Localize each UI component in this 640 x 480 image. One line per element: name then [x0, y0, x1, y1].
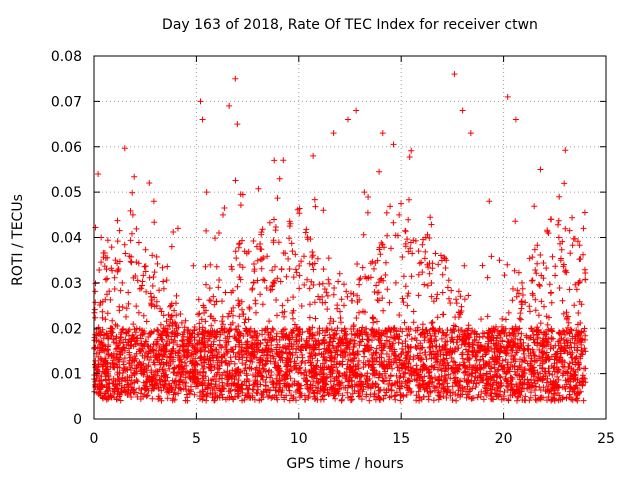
data-point	[361, 189, 368, 196]
data-point	[260, 352, 267, 359]
data-point	[353, 107, 360, 114]
data-point	[555, 234, 562, 241]
data-point	[310, 152, 317, 159]
data-point	[220, 211, 227, 218]
data-point	[191, 361, 198, 368]
x-tick-label: 0	[90, 431, 99, 447]
x-tick-label: 20	[495, 431, 513, 447]
data-point	[183, 343, 190, 350]
data-point	[271, 157, 278, 164]
data-point	[211, 334, 218, 341]
data-point	[138, 361, 145, 368]
y-axis-ticks: 0 0.01 0.02 0.03 0.04 0.05 0.06 0.07 0.08	[51, 49, 606, 428]
data-point	[199, 116, 206, 123]
data-point	[537, 166, 544, 173]
data-point	[512, 116, 519, 123]
data-point	[396, 211, 403, 218]
data-point	[203, 189, 210, 196]
x-tick-label: 10	[290, 431, 308, 447]
data-point	[299, 343, 306, 350]
y-tick-label: 0.05	[51, 185, 82, 201]
y-tick-label: 0.08	[51, 49, 82, 65]
data-point	[129, 211, 136, 218]
data-point	[232, 75, 239, 82]
data-point	[242, 316, 249, 323]
data-point	[92, 361, 99, 368]
data-point	[146, 180, 153, 187]
data-point	[496, 257, 503, 264]
dense-point-cloud	[91, 141, 589, 404]
y-tick-label: 0.03	[51, 276, 82, 292]
data-point	[422, 234, 429, 241]
y-tick-label: 0.04	[51, 231, 82, 247]
data-point	[564, 316, 571, 323]
data-point	[95, 170, 102, 177]
data-point	[547, 216, 554, 223]
data-point	[433, 343, 440, 350]
x-tick-label: 15	[392, 431, 410, 447]
data-point	[279, 302, 286, 309]
data-point	[123, 366, 130, 373]
x-axis-ticks: 0 5 10 15 20 25	[90, 56, 615, 447]
y-tick-label: 0.02	[51, 321, 82, 337]
data-point	[234, 121, 241, 128]
data-point	[115, 357, 122, 364]
data-point	[371, 288, 378, 295]
data-point	[336, 270, 343, 277]
data-point	[451, 71, 458, 78]
data-point	[289, 334, 296, 341]
data-point	[504, 93, 511, 100]
data-point	[486, 198, 493, 205]
data-point	[443, 257, 450, 264]
data-point	[160, 325, 167, 332]
data-point	[527, 334, 534, 341]
data-point	[152, 352, 159, 359]
data-point	[379, 130, 386, 137]
data-point	[197, 98, 204, 105]
x-axis-label: GPS time / hours	[286, 456, 404, 472]
data-point	[478, 316, 485, 323]
point-cloud	[91, 141, 589, 404]
x-tick-label: 5	[192, 431, 201, 447]
data-point	[404, 302, 411, 309]
data-point	[467, 130, 474, 137]
data-point	[519, 279, 526, 286]
data-point	[107, 325, 114, 332]
data-point	[168, 243, 175, 250]
x-tick-label: 25	[597, 431, 615, 447]
y-tick-label: 0.01	[51, 367, 82, 383]
y-tick-label: 0	[73, 412, 82, 428]
data-point	[101, 347, 108, 354]
chart-title: Day 163 of 2018, Rate Of TEC Index for r…	[162, 17, 538, 33]
data-point	[320, 207, 327, 214]
data-point	[330, 130, 337, 137]
data-point	[580, 225, 587, 232]
data-point	[250, 279, 257, 286]
data-points	[92, 71, 587, 373]
data-point	[459, 107, 466, 114]
data-point	[414, 352, 421, 359]
y-tick-label: 0.06	[51, 140, 82, 156]
data-point	[344, 116, 351, 123]
data-point	[174, 225, 181, 232]
data-point	[387, 334, 394, 341]
data-point	[226, 102, 233, 109]
data-point	[572, 361, 579, 368]
y-tick-label: 0.07	[51, 94, 82, 110]
